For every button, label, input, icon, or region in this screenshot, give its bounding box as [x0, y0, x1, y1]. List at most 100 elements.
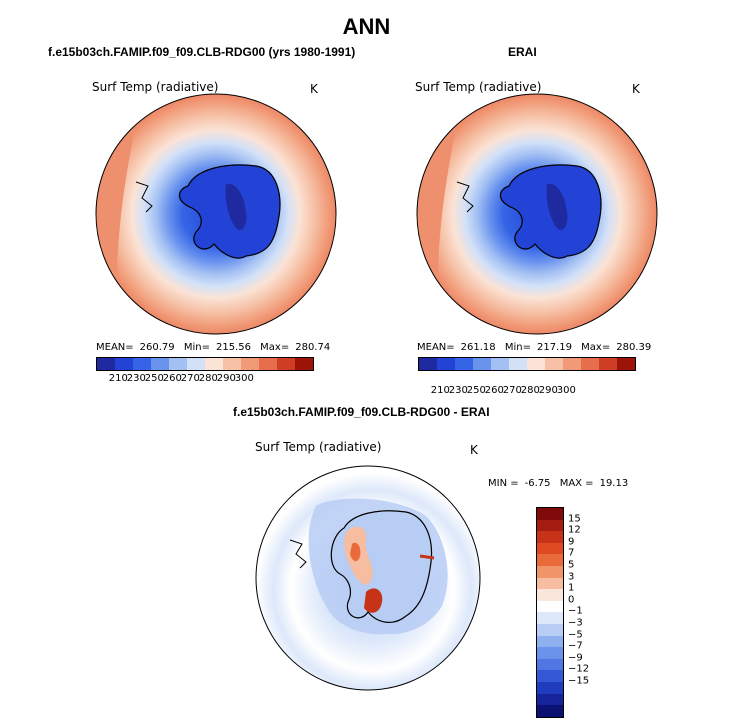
colorbar-swatch: [537, 658, 563, 671]
mean-value: 261.18: [460, 342, 496, 353]
panel-obs-title: ERAI: [508, 45, 537, 59]
colorbar-tick-label: 1: [568, 582, 575, 594]
colorbar-tick-label: 300: [556, 385, 576, 396]
colorbar-swatch: [537, 508, 563, 520]
colorbar-swatch: [537, 542, 563, 555]
colorbar-swatch: [537, 554, 563, 566]
colorbar-swatch: [537, 623, 563, 636]
colorbar-swatch: [537, 519, 563, 532]
panel-diff-map: [255, 465, 481, 691]
map-border: [95, 93, 337, 335]
panel-model-variable-label: Surf Temp (radiative): [92, 80, 219, 94]
colorbar-swatch: [509, 358, 527, 370]
panel-diff-colorbar: [536, 507, 564, 718]
min-value: 215.56: [215, 342, 251, 353]
colorbar-swatch: [169, 358, 187, 370]
colorbar-tick-label: 290: [538, 385, 558, 396]
panel-diff-stats: MIN = -6.75 MAX = 19.13: [488, 478, 634, 489]
max-label: MAX =: [559, 478, 594, 489]
colorbar-swatch: [97, 358, 115, 370]
panel-obs-variable-label: Surf Temp (radiative): [415, 80, 542, 94]
colorbar-tick-label: 15: [568, 513, 581, 525]
colorbar-swatch: [151, 358, 169, 370]
coldest-region: [225, 183, 247, 231]
colorbar-tick-label: 5: [568, 559, 575, 571]
panel-model-title: f.e15b03ch.FAMIP.f09_f09.CLB-RDG00 (yrs …: [48, 45, 356, 59]
min-label: Min=: [504, 342, 531, 353]
colorbar-swatch: [537, 670, 563, 682]
min-value: 217.19: [536, 342, 572, 353]
colorbar-swatch: [115, 358, 133, 370]
colorbar-tick-label: 280: [520, 385, 540, 396]
colorbar-tick-label: −12: [568, 663, 590, 675]
panel-model-stats: MEAN= 260.79 Min= 215.56 Max= 280.74: [96, 342, 336, 353]
colorbar-tick-label: −1: [568, 605, 583, 617]
colorbar-tick-label: 0: [568, 594, 575, 606]
figure-title: ANN: [342, 14, 391, 39]
colorbar-tick-label: 230: [448, 385, 468, 396]
colorbar-swatch: [537, 681, 563, 694]
max-value: 280.39: [616, 342, 652, 353]
south-america-tip: [135, 181, 153, 213]
max-label: Max=: [260, 342, 290, 353]
colorbar-swatch: [537, 531, 563, 543]
panel-diff-title: f.e15b03ch.FAMIP.f09_f09.CLB-RDG00 - ERA…: [233, 405, 490, 419]
colorbar-swatch: [537, 705, 563, 717]
min-value: -6.75: [524, 478, 551, 489]
south-america-tip: [289, 539, 307, 569]
panel-model-map: [95, 93, 337, 335]
colorbar-tick-label: 3: [568, 571, 575, 583]
map-border: [255, 465, 481, 691]
mean-label: MEAN=: [96, 342, 134, 353]
panel-obs-units-label: K: [632, 82, 640, 96]
colorbar-tick-label: 290: [216, 373, 236, 384]
colorbar-swatch: [437, 358, 455, 370]
colorbar-tick-label: 270: [180, 373, 200, 384]
max-value: 19.13: [599, 478, 629, 489]
colorbar-swatch: [537, 635, 563, 648]
colorbar-tick-label: 270: [502, 385, 522, 396]
colorbar-tick-label: −15: [568, 675, 590, 687]
panel-model-units-label: K: [310, 82, 318, 96]
colorbar-tick-label: 300: [234, 373, 254, 384]
colorbar-swatch: [205, 358, 223, 370]
colorbar-tick-label: −5: [568, 629, 583, 641]
max-value: 280.74: [295, 342, 331, 353]
panel-diff-units-label: K: [470, 443, 478, 457]
colorbar-tick-label: 250: [466, 385, 486, 396]
colorbar-tick-label: −9: [568, 652, 583, 664]
colorbar-swatch: [537, 589, 563, 601]
colorbar-swatch: [537, 612, 563, 624]
colorbar-swatch: [617, 358, 635, 370]
colorbar-swatch: [259, 358, 277, 370]
mean-value: 260.79: [139, 342, 175, 353]
colorbar-swatch: [537, 693, 563, 706]
colorbar-swatch: [537, 577, 563, 590]
colorbar-swatch: [419, 358, 437, 370]
colorbar-swatch: [563, 358, 581, 370]
panel-obs-map: [416, 93, 658, 335]
colorbar-tick-label: 210: [108, 373, 128, 384]
min-label: Min=: [183, 342, 210, 353]
panel-model-colorbar: [96, 357, 314, 371]
colorbar-swatch: [527, 358, 545, 370]
colorbar-swatch: [537, 565, 563, 578]
colorbar-swatch: [295, 358, 313, 370]
coldest-region: [546, 183, 568, 231]
warm-bias-ross: [364, 588, 383, 613]
panel-diff-variable-label: Surf Temp (radiative): [255, 440, 382, 454]
colorbar-swatch: [473, 358, 491, 370]
colorbar-tick-label: 260: [162, 373, 182, 384]
colorbar-swatch: [537, 647, 563, 659]
colorbar-tick-label: 230: [126, 373, 146, 384]
min-label: MIN =: [488, 478, 519, 489]
colorbar-tick-label: 280: [198, 373, 218, 384]
colorbar-swatch: [455, 358, 473, 370]
colorbar-swatch: [491, 358, 509, 370]
colorbar-tick-label: 250: [144, 373, 164, 384]
colorbar-swatch: [581, 358, 599, 370]
colorbar-swatch: [545, 358, 563, 370]
panel-obs-colorbar-ticks: 210 230 250 260 270 280 290 300: [418, 384, 634, 396]
colorbar-tick-label: 9: [568, 536, 575, 548]
colorbar-tick-label: 210: [430, 385, 450, 396]
